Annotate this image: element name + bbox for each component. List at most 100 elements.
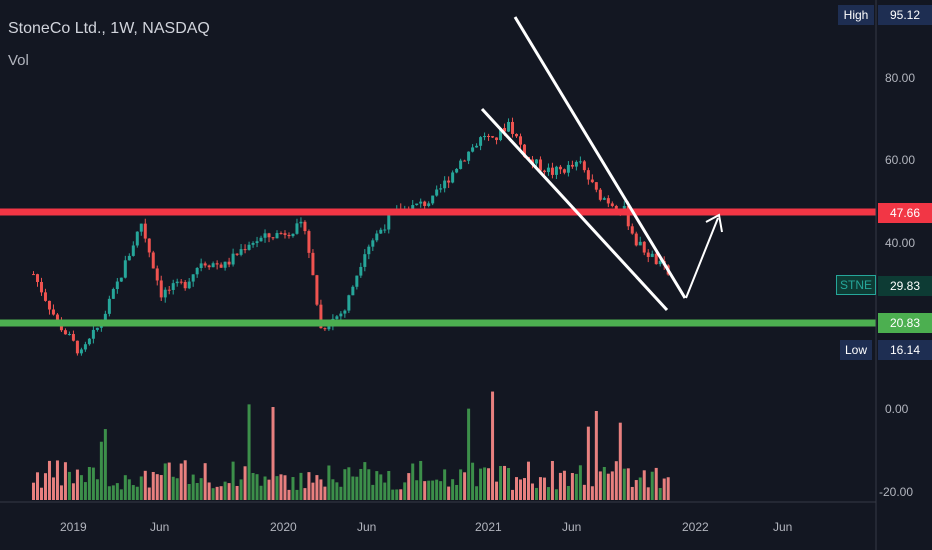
- candle-body: [335, 316, 339, 319]
- volume-bar: [582, 484, 586, 500]
- last-price-tag: 29.83: [878, 276, 932, 296]
- volume-bar: [227, 483, 231, 500]
- volume-bar: [143, 470, 147, 500]
- candle-body: [255, 241, 259, 244]
- channel-lower-line[interactable]: [480, 107, 669, 312]
- volume-bar: [634, 480, 638, 500]
- candle-body: [507, 121, 511, 132]
- candle-body: [654, 253, 658, 265]
- volume-bar: [554, 489, 558, 500]
- candle-body: [415, 203, 419, 206]
- volume-bar: [267, 479, 271, 500]
- candle-body: [67, 334, 71, 336]
- volume-bar: [339, 486, 343, 500]
- volume-bar: [139, 476, 143, 500]
- volume-bar: [574, 473, 578, 500]
- candle-body: [387, 214, 391, 230]
- time-tick-2021: 2021: [475, 520, 502, 534]
- high-label: High: [838, 5, 874, 25]
- volume-bar: [443, 469, 447, 500]
- candle-body: [323, 328, 327, 330]
- volume-bar: [335, 482, 339, 500]
- candle-body: [495, 137, 499, 141]
- volume-bar: [610, 471, 614, 500]
- candle-body: [151, 252, 155, 269]
- candle-body: [315, 275, 319, 305]
- candle-body: [367, 246, 371, 255]
- volume-bar: [530, 483, 534, 500]
- volume-bar: [447, 486, 451, 500]
- candle-body: [191, 274, 195, 282]
- volume-bar: [83, 482, 87, 500]
- volume-bar: [351, 476, 355, 500]
- volume-bar: [323, 486, 327, 500]
- volume-bar: [43, 473, 47, 500]
- projection-arrow[interactable]: [685, 213, 723, 299]
- volume-bar: [299, 472, 303, 500]
- volume-bar: [251, 472, 255, 500]
- candle-body: [87, 338, 91, 345]
- volume-bar: [255, 474, 259, 500]
- channel-upper-line[interactable]: [513, 16, 687, 299]
- volume-bar: [223, 481, 227, 500]
- candle-body: [487, 135, 491, 137]
- candle-body: [439, 188, 443, 190]
- volume-bar: [630, 486, 634, 500]
- volume-bar: [239, 479, 243, 500]
- volume-bar: [275, 476, 279, 500]
- volume-bar: [455, 484, 459, 500]
- candle-body: [167, 289, 171, 291]
- candle-body: [375, 233, 379, 241]
- candle-body: [203, 263, 207, 266]
- candle-body: [610, 203, 614, 206]
- candle-body: [95, 327, 99, 330]
- candle-body: [283, 233, 287, 235]
- candle-body: [155, 268, 159, 281]
- candle-body: [626, 206, 630, 227]
- low-label: Low: [840, 340, 872, 360]
- candle-body: [215, 263, 219, 265]
- candle-body: [638, 241, 642, 246]
- volume-bar: [287, 489, 291, 500]
- volume-bar: [590, 486, 594, 500]
- volume-bar: [427, 480, 431, 500]
- candle-body: [522, 144, 526, 157]
- volume-bar: [151, 471, 155, 500]
- candle-body: [463, 160, 467, 162]
- volume-bar: [211, 488, 215, 500]
- candle-body: [566, 164, 570, 173]
- volume-bar: [658, 487, 662, 500]
- volume-bar: [115, 483, 119, 500]
- volume-bar: [191, 474, 195, 500]
- candle-body: [187, 281, 191, 289]
- candle-body: [339, 313, 343, 317]
- volume-bar: [507, 468, 511, 500]
- volume-bar: [91, 467, 95, 500]
- candle-body: [55, 314, 59, 321]
- volume-bar: [183, 460, 187, 500]
- volume-bar: [519, 479, 523, 500]
- volume-bar: [79, 475, 83, 500]
- volume-label: Vol: [8, 52, 29, 69]
- price-tick-40: 40.00: [885, 236, 916, 250]
- volume-bar: [387, 470, 391, 500]
- candle-body: [247, 244, 251, 250]
- volume-bar: [195, 483, 199, 500]
- volume-bar: [263, 476, 267, 500]
- symbol-label: STNE: [836, 275, 876, 295]
- volume-bar: [179, 463, 183, 500]
- volume-bar: [558, 472, 562, 500]
- candle-body: [63, 330, 67, 335]
- volume-bar: [431, 480, 435, 500]
- volume-bar: [479, 468, 483, 500]
- volume-bar: [219, 486, 223, 500]
- candle-body: [570, 164, 574, 167]
- candle-body: [195, 268, 199, 275]
- candle-body: [263, 233, 267, 238]
- candle-body: [598, 189, 602, 200]
- candle-body: [287, 234, 291, 237]
- candle-body: [251, 243, 255, 245]
- candle-body: [179, 281, 183, 283]
- volume-bar: [59, 485, 63, 500]
